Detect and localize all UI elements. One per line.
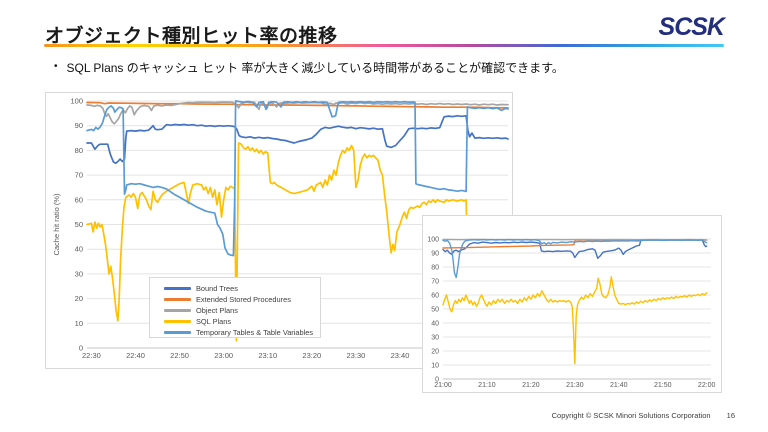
x-tick-label: 21:20	[522, 382, 540, 389]
y-tick-label: 70	[75, 171, 83, 180]
legend-item: Bound Trees	[164, 283, 320, 294]
legend-swatch	[164, 309, 191, 312]
x-tick-label: 23:40	[391, 351, 410, 360]
y-tick-label: 50	[75, 220, 83, 229]
bullet-text: SQL Plans のキャッシュ ヒット 率が大きく減少している時間帯があること…	[66, 61, 564, 75]
x-tick-label: 23:00	[214, 351, 233, 360]
y-tick-label: 10	[75, 319, 83, 328]
x-axis: 21:00 21:10 21:20 21:30 21:40 21:50 22:00	[434, 382, 715, 389]
x-tick-label: 21:30	[566, 382, 584, 389]
y-tick-label: 60	[75, 195, 83, 204]
scsk-logo: SCSK	[658, 13, 725, 41]
series-object-plans	[86, 101, 509, 125]
y-tick-label: 40	[75, 245, 83, 254]
footer: Copyright © SCSK Minori Solutions Corpor…	[552, 411, 735, 420]
bullet-line: • SQL Plans のキャッシュ ヒット 率が大きく減少している時間帯がある…	[54, 59, 564, 76]
x-tick-label: 21:00	[434, 382, 452, 389]
y-tick-label: 0	[435, 377, 439, 384]
legend-item: Temporary Tables & Table Variables	[164, 327, 320, 338]
x-tick-label: 23:20	[302, 351, 321, 360]
x-tick-label: 21:40	[610, 382, 628, 389]
legend-swatch	[164, 298, 191, 301]
title-divider	[44, 44, 724, 47]
footer-copyright: Copyright © SCSK Minori Solutions Corpor…	[551, 411, 711, 420]
legend-swatch	[164, 331, 191, 334]
series-temporary-tables-table-variables	[86, 100, 509, 257]
y-grid: 0 10 20 30 40 50 60 70 80 90 100	[427, 237, 711, 384]
y-axis-title: Cache hit ratio (%)	[52, 193, 61, 256]
y-tick-label: 10	[431, 363, 439, 370]
series-temporary-tables-table-variables	[442, 238, 708, 279]
y-tick-label: 100	[427, 237, 439, 244]
page-title: オブジェクト種別ヒット率の推移	[45, 25, 338, 47]
x-axis: 22:30 22:40 22:50 23:00 23:10 23:20 23:30 23:40	[82, 351, 409, 360]
x-tick-label: 23:30	[347, 351, 366, 360]
page-number: 16	[726, 411, 735, 420]
y-tick-label: 30	[75, 269, 83, 278]
series-bound-trees	[442, 239, 708, 259]
legend-swatch	[164, 320, 191, 323]
series-sql-plans	[86, 142, 470, 342]
series-extended-stored-procedures	[86, 101, 509, 109]
y-tick-label: 80	[431, 265, 439, 272]
x-tick-label: 22:40	[126, 351, 145, 360]
legend-label: Bound Trees	[196, 284, 238, 293]
y-tick-label: 20	[75, 294, 83, 303]
y-tick-label: 0	[79, 344, 83, 353]
bullet-marker: •	[54, 61, 58, 72]
y-tick-label: 30	[431, 335, 439, 342]
x-tick-label: 23:10	[258, 351, 277, 360]
y-tick-label: 90	[431, 251, 439, 258]
y-tick-label: 20	[431, 349, 439, 356]
legend-item: Object Plans	[164, 305, 320, 316]
series-bound-trees	[86, 114, 509, 165]
y-tick-label: 50	[431, 307, 439, 314]
y-tick-label: 100	[70, 97, 83, 106]
chart-legend: Bound Trees Extended Stored Procedures Obj…	[149, 277, 321, 338]
legend-label: Temporary Tables & Table Variables	[196, 328, 314, 337]
legend-label: Object Plans	[196, 306, 238, 315]
series-extended-stored-procedures	[442, 239, 708, 249]
x-tick-label: 21:50	[654, 382, 672, 389]
y-tick-label: 40	[431, 321, 439, 328]
series-sql-plans	[442, 276, 708, 365]
y-tick-label: 70	[431, 279, 439, 286]
legend-item: SQL Plans	[164, 316, 320, 327]
x-tick-label: 22:00	[698, 382, 716, 389]
y-tick-label: 90	[75, 121, 83, 130]
legend-label: SQL Plans	[196, 317, 232, 326]
inset-chart: 0 10 20 30 40 50 60 70 80 90 100 21:00 21:10 21:20 21:…	[422, 215, 722, 393]
x-tick-label: 22:30	[82, 351, 101, 360]
legend-item: Extended Stored Procedures	[164, 294, 320, 305]
y-tick-label: 80	[75, 146, 83, 155]
x-tick-label: 22:50	[170, 351, 189, 360]
x-tick-label: 21:10	[478, 382, 496, 389]
y-tick-label: 60	[431, 293, 439, 300]
legend-swatch	[164, 287, 191, 290]
legend-label: Extended Stored Procedures	[196, 295, 291, 304]
